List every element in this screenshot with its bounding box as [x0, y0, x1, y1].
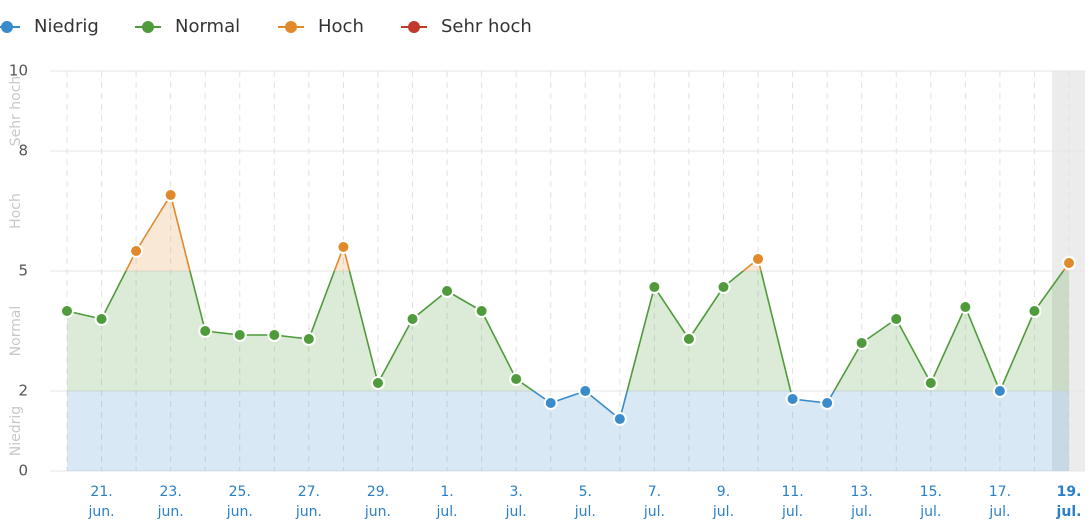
y-tick-label: 2: [18, 382, 28, 400]
legend-label: Hoch: [318, 16, 364, 37]
legend-dot: [142, 21, 154, 33]
point: [958, 300, 973, 314]
point: [785, 392, 800, 406]
x-tick-label: 1. jul.: [436, 484, 458, 520]
area: [67, 271, 1069, 391]
x-tick-label: 29. jun.: [364, 484, 391, 520]
point: [578, 384, 593, 398]
y-tick-label: 0: [18, 462, 28, 480]
point: [509, 372, 524, 386]
y-tick-label: 10: [9, 62, 28, 80]
x-tick-label: 25. jun.: [226, 484, 253, 520]
point: [647, 280, 662, 294]
point: [1062, 256, 1076, 270]
point: [267, 328, 282, 342]
x-tick-label: 13. jul.: [850, 484, 873, 520]
point: [820, 396, 835, 410]
point: [405, 312, 420, 326]
point: [232, 328, 247, 342]
point: [923, 376, 938, 390]
point: [751, 252, 766, 266]
x-tick-label: 23. jun.: [157, 484, 184, 520]
zone-label: Sehr hoch: [8, 76, 24, 147]
point: [336, 240, 351, 254]
point: [60, 304, 74, 318]
x-tick-label: 19. jul.: [1056, 484, 1082, 520]
zone-label: Hoch: [8, 193, 24, 229]
point: [854, 336, 869, 350]
legend-dot: [1, 21, 13, 33]
legend-label: Normal: [175, 16, 240, 37]
x-tick-label: 9. jul.: [712, 484, 734, 520]
x-tick-label: 15. jul.: [919, 484, 942, 520]
y-tick-label: 8: [18, 142, 28, 160]
point: [612, 412, 627, 426]
legend-label: Sehr hoch: [441, 16, 532, 37]
point: [94, 312, 109, 326]
x-tick-label: 17. jul.: [988, 484, 1011, 520]
zone-label: Niedrig: [8, 406, 24, 456]
legend-dot: [408, 21, 420, 33]
point: [129, 244, 144, 258]
x-tick-label: 5. jul.: [574, 484, 596, 520]
line: [532, 391, 1001, 421]
point: [543, 396, 558, 410]
legend-dot: [285, 21, 297, 33]
point: [889, 312, 904, 326]
point: [992, 384, 1007, 398]
point: [1027, 304, 1042, 318]
y-tick-label: 5: [18, 262, 28, 280]
point: [440, 284, 455, 298]
x-tick-label: 27. jun.: [295, 484, 322, 520]
x-tick-label: 7. jul.: [643, 484, 665, 520]
point: [370, 376, 385, 390]
point: [681, 332, 696, 346]
point: [163, 188, 178, 202]
x-tick-label: 3. jul.: [505, 484, 527, 520]
point: [474, 304, 489, 318]
point: [301, 332, 316, 346]
x-tick-label: 21. jun.: [88, 484, 115, 520]
point: [198, 324, 213, 338]
zone-label: Normal: [8, 306, 24, 357]
area: [67, 391, 1069, 471]
point: [716, 280, 731, 294]
x-tick-label: 11. jul.: [781, 484, 804, 520]
legend-label: Niedrig: [34, 16, 99, 37]
